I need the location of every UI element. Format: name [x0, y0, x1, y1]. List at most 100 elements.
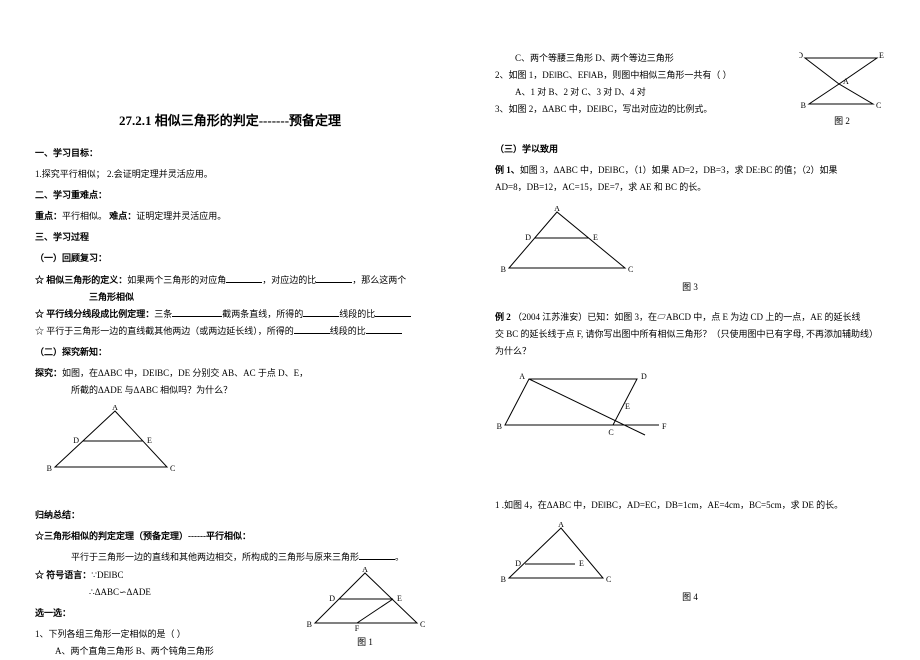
star-theorem-d: 线段的比: [339, 309, 375, 319]
svg-text:D: D: [73, 436, 79, 445]
fig3-wrap: A D E B C 图 3: [495, 206, 885, 293]
section-goals: 一、学习目标：: [35, 145, 425, 162]
section-focus: 二、学习重难点：: [35, 187, 425, 204]
summary-label: 归纳总结：: [35, 507, 425, 524]
ex2-a: （2004 江苏淮安）已知：如图 3，在▱ABCD 中，点 E 为边 CD 上的…: [513, 312, 861, 322]
star-parallel-a: ☆ 平行于三角形一边的直线截其他两边（或两边延长线），所得的: [35, 326, 294, 336]
svg-text:D: D: [641, 372, 647, 381]
summary-b: 平行于三角形一边的直线和其他两边相交，所构成的三角形与原来三角形: [71, 552, 359, 562]
summary-text: 平行于三角形一边的直线和其他两边相交，所构成的三角形与原来三角形 。: [35, 549, 425, 566]
svg-text:A: A: [519, 372, 525, 381]
fig4-caption: 图 4: [495, 590, 885, 603]
explore-line: 探究：如图，在ΔABC 中，DE‖BC，DE 分别交 AB、AC 于点 D、E，: [35, 365, 425, 382]
ex2-b: 交 BC 的延长线于点 F, 请你写出图中所有相似三角形？（只使用图中已有字母,…: [495, 326, 885, 343]
blank: [172, 307, 222, 317]
select-label: 选一选：: [35, 605, 305, 622]
star-def-c: ，对应边的比: [262, 275, 316, 285]
p1: 1 .如图 4，在ΔABC 中，DE‖BC，AD=EC，DB=1cm，AE=4c…: [495, 497, 885, 514]
star-parallel-b: 线段的比: [330, 326, 366, 336]
section-process: 三、学习过程: [35, 229, 425, 246]
svg-text:B: B: [801, 101, 806, 110]
goals-text: 1.探究平行相似； 2.会证明定理并灵活应用。: [35, 166, 425, 183]
svg-text:E: E: [625, 402, 630, 411]
explore-label: 探究：: [35, 368, 62, 378]
svg-text:D: D: [329, 594, 335, 603]
section-apply: （三）学以致用: [495, 141, 885, 158]
svg-text:B: B: [307, 620, 312, 629]
svg-text:E: E: [593, 233, 598, 242]
page-left: 27.2.1 相似三角形的判定-------预备定理 一、学习目标： 1.探究平…: [0, 0, 460, 646]
difficulty-label: 难点：: [109, 211, 136, 221]
section-explore: （二）探究新知：: [35, 344, 425, 361]
svg-text:C: C: [608, 428, 613, 437]
star-theorem-b: 三条: [154, 309, 172, 319]
svg-text:E: E: [579, 559, 584, 568]
summary-c: 。: [395, 552, 404, 562]
blank: [226, 273, 262, 283]
svg-text:C: C: [876, 101, 881, 110]
blank: [375, 307, 411, 317]
star-theorem-label: ☆ 平行线分线段成比例定理：: [35, 309, 154, 319]
q3: 3、如图 2，ΔABC 中，DE‖BC，写出对应边的比例式。: [495, 101, 793, 118]
difficulty-text: 证明定理并灵活应用。: [136, 211, 226, 221]
blank: [303, 307, 339, 317]
svg-text:C: C: [170, 464, 175, 473]
fig3-triangle-icon: A D E B C: [495, 206, 635, 278]
star-def-e-text: 三角形相似: [89, 292, 134, 302]
fig4-triangle-icon: A D E B C: [495, 522, 615, 588]
star-def-e: 三角形相似: [35, 289, 425, 306]
fig2-caption: 图 2: [799, 114, 885, 127]
svg-text:C: C: [628, 265, 633, 274]
fig1-wrap: A D E B F C 图 1: [305, 567, 425, 648]
select-q1-ab: A、两个直角三角形 B、两个钝角三角形: [35, 643, 305, 660]
svg-text:C: C: [606, 575, 611, 584]
svg-text:F: F: [662, 422, 667, 431]
doc-title: 27.2.1 相似三角形的判定-------预备定理: [35, 110, 425, 129]
star-def-b: 如果两个三角形的对应角: [127, 275, 226, 285]
focus-label: 重点：: [35, 211, 62, 221]
svg-text:F: F: [355, 624, 360, 633]
ex1-b: AD=8，DB=12，AC=15，DE=7，求 AE 和 BC 的长。: [495, 179, 885, 196]
svg-text:A: A: [843, 77, 849, 86]
ex2-c: 为什么？: [495, 343, 885, 360]
ex1-line1: 例 1、如图 3，ΔABC 中，DE‖BC，（1）如果 AD=2，DB=3，求 …: [495, 162, 885, 179]
star-theorem: ☆ 平行线分线段成比例定理：三条 截两条直线，所得的 线段的比: [35, 306, 425, 323]
symbol-2: ∴ΔABC∽ΔADE: [35, 584, 305, 601]
star-theorem-c: 截两条直线，所得的: [222, 309, 303, 319]
svg-text:D: D: [525, 233, 531, 242]
fig2-bowtie-icon: D E A B C: [799, 50, 885, 112]
fig4-wrap: A D E B C 图 4: [495, 522, 885, 603]
star-def-d: ，那么这两个: [352, 275, 406, 285]
svg-text:B: B: [497, 422, 502, 431]
ex2-line1: 例 2 （2004 江苏淮安）已知：如图 3，在▱ABCD 中，点 E 为边 C…: [495, 309, 885, 326]
svg-text:B: B: [501, 575, 506, 584]
svg-text:B: B: [501, 265, 506, 274]
star-def-label: ☆ 相似三角形的定义：: [35, 275, 127, 285]
ex2-label: 例 2: [495, 312, 513, 322]
blank: [294, 324, 330, 334]
fig3-caption: 图 3: [495, 280, 885, 293]
blank: [316, 273, 352, 283]
svg-text:B: B: [47, 464, 52, 473]
svg-text:A: A: [558, 522, 564, 529]
svg-text:A: A: [112, 405, 118, 412]
focus-mid: 平行相似。: [62, 211, 109, 221]
svg-text:E: E: [879, 51, 884, 60]
symbol-1: ∵DE‖BC: [91, 570, 123, 580]
symbol-line: ☆ 符号语言：∵DE‖BC: [35, 567, 305, 584]
q2-opts: A、1 对 B、2 对 C、3 对 D、4 对: [495, 84, 793, 101]
q2: 2、如图 1，DE‖BC、EF‖AB，则图中相似三角形一共有（ ）: [495, 67, 793, 84]
parallelogram-aecdf-icon: A D B C E F: [495, 369, 675, 447]
page-right: C、两个等腰三角形 D、两个等边三角形 2、如图 1，DE‖BC、EF‖AB，则…: [460, 0, 920, 646]
triangle-ade-abc-icon: A D E B C: [35, 405, 175, 475]
section-review: （一）回顾复习：: [35, 250, 425, 267]
svg-text:E: E: [397, 594, 402, 603]
svg-text:A: A: [362, 567, 368, 574]
explore-q: 所截的ΔADE 与ΔABC 相似吗？为什么？: [35, 382, 425, 399]
select-q1: 1、下列各组三角形一定相似的是（ ）: [35, 626, 305, 643]
svg-text:E: E: [147, 436, 152, 445]
star-parallel-line: ☆ 平行于三角形一边的直线截其他两边（或两边延长线），所得的 线段的比: [35, 323, 425, 340]
fig-parallelogram-wrap: A D B C E F: [495, 369, 885, 447]
ex1-label: 例 1、: [495, 165, 520, 175]
svg-text:A: A: [554, 206, 560, 213]
